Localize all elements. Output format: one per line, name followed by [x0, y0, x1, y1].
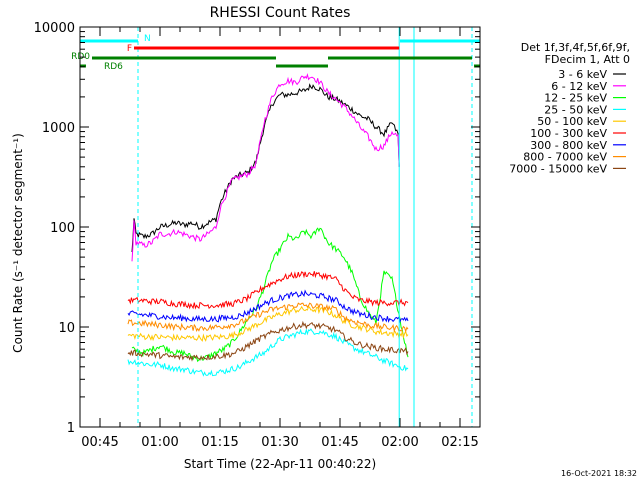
x-tick-label-5: 02:00	[381, 435, 418, 450]
legend-label-1: 6 - 12 keV	[551, 80, 607, 93]
legend-label-8: 7000 - 15000 keV	[509, 162, 607, 175]
legend-header-line-2: FDecim 1, Att 0	[545, 53, 630, 66]
plot-lines	[127, 73, 409, 377]
series-line-2	[131, 227, 409, 363]
x-tick-label-4: 01:45	[321, 435, 358, 450]
series-line-6	[127, 289, 409, 324]
legend: Det 1f,3f,4f,5f,6f,9f, FDecim 1, Att 0 3…	[509, 41, 630, 175]
generation-timestamp: 16-Oct-2021 18:32	[561, 469, 637, 478]
legend-label-4: 50 - 100 keV	[537, 115, 607, 128]
y-tick-label-0: 1	[67, 421, 75, 436]
x-tick-label-6: 02:15	[441, 435, 478, 450]
series-line-5	[127, 271, 409, 310]
series-line-4	[127, 305, 409, 342]
chart-title: RHESSI Count Rates	[210, 5, 351, 21]
status-bar-label-rd6: RD6	[104, 62, 123, 72]
y-tick-label-3: 1000	[42, 121, 75, 136]
y-axis-label: Count Rate (s⁻¹ detector segment⁻¹)	[11, 133, 25, 353]
legend-header-line-1: Det 1f,3f,4f,5f,6f,9f,	[521, 41, 630, 54]
legend-label-3: 25 - 50 keV	[544, 103, 607, 116]
legend-label-5: 100 - 300 keV	[530, 127, 607, 140]
y-tick-label-2: 100	[50, 221, 75, 236]
y-tick-label-1: 10	[58, 321, 75, 336]
x-tick-label-0: 00:45	[81, 435, 118, 450]
series-line-3	[127, 328, 409, 377]
x-tick-label-3: 01:30	[261, 435, 298, 450]
series-line-8	[127, 320, 409, 362]
series-line-1	[131, 73, 400, 262]
legend-label-0: 3 - 6 keV	[558, 68, 607, 81]
x-tick-label-2: 01:15	[201, 435, 238, 450]
y-tick-label-4: 10000	[34, 21, 75, 36]
status-bar-label-f: F	[127, 44, 132, 54]
legend-label-2: 12 - 25 keV	[544, 92, 607, 105]
status-bar-label-n: N	[144, 34, 151, 44]
legend-label-6: 300 - 800 keV	[530, 139, 607, 152]
legend-label-7: 800 - 7000 keV	[523, 151, 607, 164]
axes: 1 10 100 1000 10000 00:45 01:00 01:15 01:30 01:45…	[34, 21, 481, 450]
x-axis-label: Start Time (22-Apr-11 00:40:22)	[184, 457, 376, 471]
series-line-7	[127, 302, 409, 333]
x-tick-label-1: 01:00	[141, 435, 178, 450]
